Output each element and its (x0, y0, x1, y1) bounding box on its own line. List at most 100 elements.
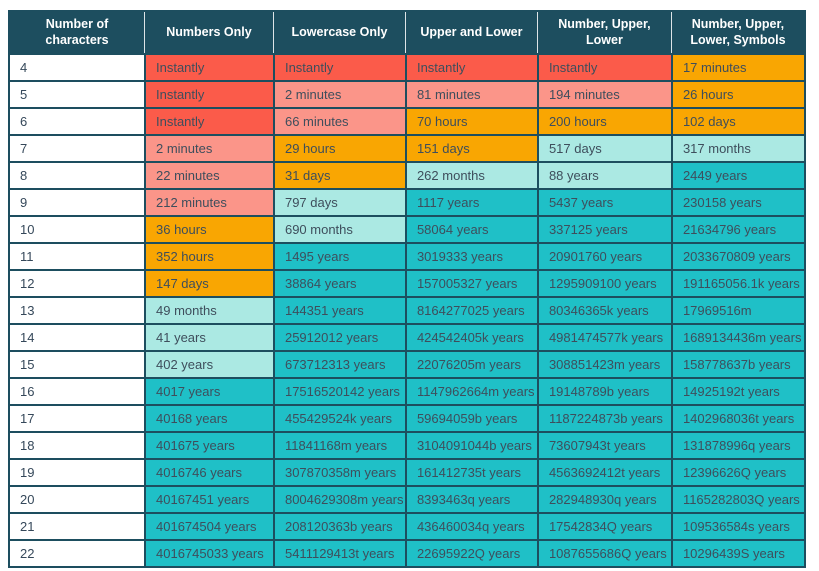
char-count-cell: 18 (10, 431, 144, 458)
crack-time-cell: 73607943t years (536, 431, 671, 458)
char-count-cell: 13 (10, 296, 144, 323)
crack-time-cell: 147 days (144, 269, 273, 296)
crack-time-cell: 17542834Q years (536, 512, 671, 539)
crack-time-cell: 25912012 years (272, 323, 405, 350)
char-count-cell: 17 (10, 404, 144, 431)
crack-time-cell: 4563692412t years (536, 458, 671, 485)
char-count-cell: 10 (10, 215, 144, 242)
crack-time-cell: 157005327 years (404, 269, 537, 296)
crack-time-cell: 1165282803Q years (670, 485, 804, 512)
crack-time-cell: 22 minutes (144, 161, 273, 188)
char-count-cell: 21 (10, 512, 144, 539)
table-row: 13 49 months 144351 years 8164277025 years 8… (10, 296, 804, 323)
char-count-cell: 14 (10, 323, 144, 350)
column-header: Number of characters (10, 12, 144, 53)
crack-time-cell: 2449 years (670, 161, 804, 188)
crack-time-cell: 8004629308m years (272, 485, 405, 512)
crack-time-cell: 517 days (536, 134, 671, 161)
table-row: 19 4016746 years 307870358m years 161412735… (10, 458, 804, 485)
crack-time-cell: 352 hours (144, 242, 273, 269)
table-row: 6 Instantly 66 minutes 70 hours 200 hours 102… (10, 107, 804, 134)
crack-time-cell: 14925192t years (670, 377, 804, 404)
table-row: 18 401675 years 11841168m years 3104091044b… (10, 431, 804, 458)
crack-time-cell: 436460034q years (404, 512, 537, 539)
table-row: 14 41 years 25912012 years 424542405k years… (10, 323, 804, 350)
char-count-cell: 4 (10, 53, 144, 80)
crack-time-cell: 161412735t years (404, 458, 537, 485)
crack-time-cell: 1187224873b years (536, 404, 671, 431)
crack-time-cell: 40168 years (144, 404, 273, 431)
crack-time-cell: 131878996q years (670, 431, 804, 458)
crack-time-cell: Instantly (144, 53, 273, 80)
table-row: 10 36 hours 690 months 58064 years 337125 ye… (10, 215, 804, 242)
crack-time-cell: 19148789b years (536, 377, 671, 404)
table-row: 17 40168 years 455429524k years 59694059b y… (10, 404, 804, 431)
table-row: 12 147 days 38864 years 157005327 years 1295… (10, 269, 804, 296)
crack-time-cell: 4016746 years (144, 458, 273, 485)
crack-time-cell: 58064 years (404, 215, 537, 242)
crack-time-cell: Instantly (272, 53, 405, 80)
crack-time-cell: 80346365k years (536, 296, 671, 323)
crack-time-cell: 401674504 years (144, 512, 273, 539)
crack-time-cell: Instantly (404, 53, 537, 80)
crack-time-cell: 36 hours (144, 215, 273, 242)
table-row: 11 352 hours 1495 years 3019333 years 209017… (10, 242, 804, 269)
crack-time-cell: 262 months (404, 161, 537, 188)
crack-time-cell: 194 minutes (536, 80, 671, 107)
crack-time-cell: 308851423m years (536, 350, 671, 377)
crack-time-cell: 8393463q years (404, 485, 537, 512)
table-row: 8 22 minutes 31 days 262 months 88 years 2449… (10, 161, 804, 188)
crack-time-cell: 158778637b years (670, 350, 804, 377)
crack-time-cell: 109536584s years (670, 512, 804, 539)
crack-time-cell: 307870358m years (272, 458, 405, 485)
crack-time-cell: 81 minutes (404, 80, 537, 107)
crack-time-cell: Instantly (144, 80, 273, 107)
crack-time-cell: 1087655686Q years (536, 539, 671, 566)
char-count-cell: 19 (10, 458, 144, 485)
table-row: 9 212 minutes 797 days 1117 years 5437 years… (10, 188, 804, 215)
crack-time-cell: 5437 years (536, 188, 671, 215)
crack-time-cell: 282948930q years (536, 485, 671, 512)
crack-time-cell: 38864 years (272, 269, 405, 296)
char-count-cell: 20 (10, 485, 144, 512)
crack-time-cell: 5411129413t years (272, 539, 405, 566)
table-header: Number of characters Numbers Only Lowercas… (10, 12, 804, 53)
header-row: Number of characters Numbers Only Lowercas… (10, 12, 804, 53)
crack-time-cell: 317 months (670, 134, 804, 161)
crack-time-cell: 2 minutes (144, 134, 273, 161)
char-count-cell: 22 (10, 539, 144, 566)
crack-time-cell: 690 months (272, 215, 405, 242)
crack-time-cell: 402 years (144, 350, 273, 377)
crack-time-cell: 4981474577k years (536, 323, 671, 350)
table-row: 21 401674504 years 208120363b years 4364600… (10, 512, 804, 539)
crack-time-cell: 191165056.1k years (670, 269, 804, 296)
char-count-cell: 7 (10, 134, 144, 161)
column-header: Numbers Only (144, 12, 273, 53)
column-header: Lowercase Only (272, 12, 405, 53)
crack-time-cell: 59694059b years (404, 404, 537, 431)
crack-time-cell: 455429524k years (272, 404, 405, 431)
crack-time-cell: Instantly (144, 107, 273, 134)
crack-time-cell: Instantly (536, 53, 671, 80)
table-row: 22 4016745033 years 5411129413t years 22695… (10, 539, 804, 566)
crack-time-cell: 424542405k years (404, 323, 537, 350)
crack-time-cell: 8164277025 years (404, 296, 537, 323)
crack-time-cell: 230158 years (670, 188, 804, 215)
crack-time-cell: 20901760 years (536, 242, 671, 269)
crack-time-cell: 797 days (272, 188, 405, 215)
char-count-cell: 6 (10, 107, 144, 134)
crack-time-cell: 11841168m years (272, 431, 405, 458)
crack-time-cell: 17516520142 years (272, 377, 405, 404)
column-header: Number, Upper, Lower, Symbols (670, 12, 804, 53)
crack-time-cell: 1147962664m years (404, 377, 537, 404)
char-count-cell: 5 (10, 80, 144, 107)
crack-time-cell: 66 minutes (272, 107, 405, 134)
crack-time-cell: 26 hours (670, 80, 804, 107)
crack-time-cell: 1117 years (404, 188, 537, 215)
table-row: 15 402 years 673712313 years 22076205m year… (10, 350, 804, 377)
crack-time-cell: 212 minutes (144, 188, 273, 215)
crack-time-cell: 49 months (144, 296, 273, 323)
table-body: 4 Instantly Instantly Instantly Instantly 17 … (10, 53, 804, 566)
crack-time-cell: 21634796 years (670, 215, 804, 242)
